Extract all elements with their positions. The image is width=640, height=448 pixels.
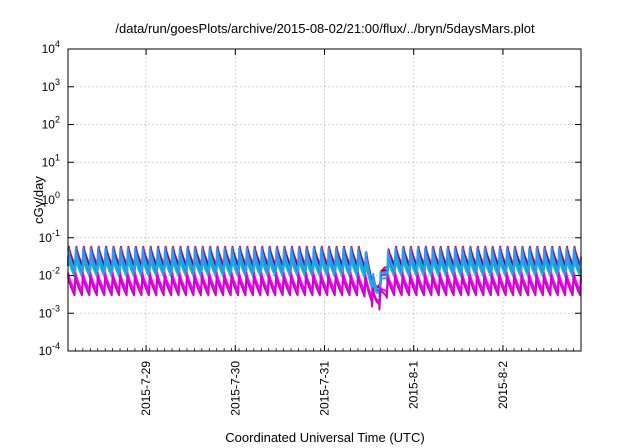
- y-tick-label: 10-3: [39, 303, 60, 320]
- x-axis: 2015-7-29 2015-7-30 2015-7-31 2015-8-1 2015-…: [67, 49, 582, 416]
- x-tick-label: 2015-8-2: [496, 361, 510, 409]
- y-tick-label: 100: [42, 190, 60, 207]
- y-tick-label: 102: [42, 115, 60, 132]
- x-axis-label: Coordinated Universal Time (UTC): [225, 430, 424, 445]
- y-axis: 10-4 10-3 10-2 10-1 100 101 102 103 104: [39, 39, 581, 358]
- y-tick-label: 103: [42, 77, 60, 94]
- x-tick-label: 2015-7-31: [318, 361, 332, 416]
- x-tick-label: 2015-7-30: [228, 361, 242, 416]
- grid-lines: [68, 49, 581, 351]
- y-tick-label: 10-1: [39, 228, 60, 245]
- series-lines: [67, 245, 582, 311]
- y-tick-label: 10-4: [39, 341, 60, 358]
- chart-title: /data/run/goesPlots/archive/2015-08-02/2…: [115, 21, 535, 36]
- series-line: [67, 257, 582, 303]
- y-tick-label: 101: [42, 152, 60, 169]
- y-axis-label: cGy/day: [31, 176, 46, 224]
- y-tick-label: 10-2: [39, 266, 60, 283]
- y-tick-label: 104: [42, 39, 60, 56]
- x-tick-label: 2015-7-29: [139, 361, 153, 416]
- series-line: [67, 272, 582, 309]
- x-tick-label: 2015-8-1: [407, 361, 421, 409]
- series-line: [67, 275, 582, 311]
- series-line: [67, 247, 582, 301]
- series-line: [67, 245, 582, 296]
